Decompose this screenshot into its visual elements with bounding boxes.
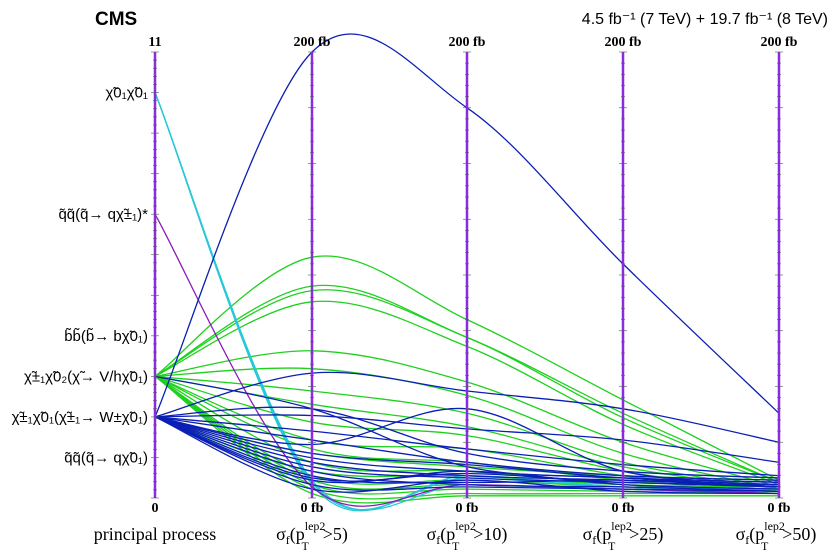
category-label-squark-chargino: q̃q̃(q̃→ qχ̃±₁)* [58, 206, 148, 223]
axis-top-label-pt50: 200 fb [761, 35, 798, 50]
axis-bottom-label-pt5: 0 fb [301, 501, 324, 516]
principal-process-labels: χ̃0₁χ̃0₁ q̃q̃(q̃→ qχ̃±₁)* b̃b̃(b̃→ bχ̃0₁… [12, 85, 149, 467]
axes [151, 51, 783, 499]
axis-bottom-label-pt25: 0 fb [612, 501, 635, 516]
axis-title-pt10: σf(plep2 T>10) [427, 519, 508, 553]
experiment-label: CMS [95, 9, 137, 30]
axis-title-pt5: σf(plep2 T>5) [276, 519, 348, 553]
category-label-chargino-neutralino1: χ̃±₁χ̃0₁(χ̃±₁→ W±χ̃0₁) [12, 409, 148, 426]
axis-title-principal: principal process [94, 524, 216, 544]
luminosity-label: 4.5 fb⁻¹ (7 TeV) + 19.7 fb⁻¹ (8 TeV) [582, 11, 828, 28]
series-line-0 [154, 33, 780, 418]
axis-top-label-pt5: 200 fb [294, 35, 331, 50]
axis-top-label-principal: 11 [148, 35, 161, 50]
category-label-neutralino-pair: χ̃0₁χ̃0₁ [105, 85, 148, 102]
axis-top-label-pt25: 200 fb [605, 35, 642, 50]
axis-bottom-label-principal: 0 [152, 501, 159, 516]
axis-title-pt25: σf(plep2 T>25) [583, 519, 664, 553]
category-label-sbottom: b̃b̃(b̃→ bχ̃0₁) [64, 327, 148, 344]
axis-bottom-label-pt50: 0 fb [768, 501, 791, 516]
category-label-squark-neutralino: q̃q̃(q̃→ qχ̃0₁) [64, 449, 148, 466]
axis-bottom-label-pt10: 0 fb [456, 501, 479, 516]
axis-title-pt50: σf(plep2 T>50) [736, 519, 817, 553]
axis-top-label-pt10: 200 fb [449, 35, 486, 50]
category-label-chargino-neutralino2: χ̃±₁χ̃0₂(χ̃→ V/hχ̃0₁) [24, 368, 148, 385]
